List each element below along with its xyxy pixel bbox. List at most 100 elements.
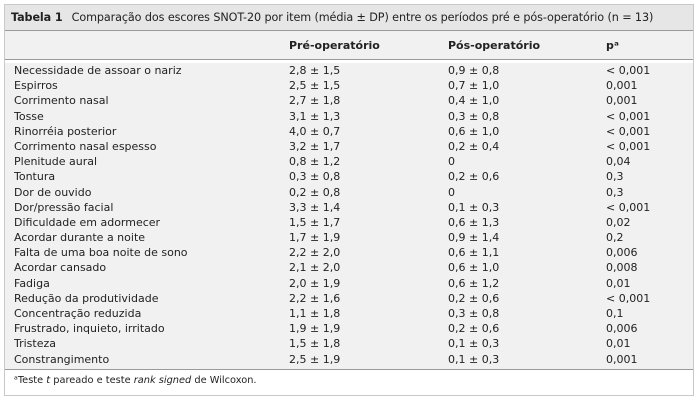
cell-pos-operatorio: 0,6 ± 1,0 — [448, 124, 500, 138]
cell-item: Necessidade de assoar o nariz — [14, 64, 182, 77]
cell-p-value: 0,02 — [606, 215, 631, 229]
table-label: Tabela 1 — [11, 11, 63, 24]
table-row: Dor de ouvido 0,2 ± 0,8 0 0,3 — [5, 185, 693, 200]
footnote-text-2: pareado e teste — [50, 375, 134, 386]
cell-p-value: < 0,001 — [606, 139, 651, 153]
cell-item: Corrimento nasal — [14, 94, 109, 108]
cell-pos-operatorio: 0,4 ± 1,0 — [448, 94, 500, 108]
cell-pre-operatorio: 0,2 ± 0,8 — [289, 185, 341, 199]
cell-pre-operatorio: 2,2 ± 2,0 — [289, 246, 341, 260]
table-footnote: ᵃTeste t pareado e teste rank signed de … — [5, 369, 693, 395]
cell-pre-operatorio: 2,7 ± 1,8 — [289, 94, 341, 108]
cell-item: Constrangimento — [14, 352, 110, 366]
cell-item: Tosse — [14, 109, 44, 123]
table-title-bar: Tabela 1 Comparação dos escores SNOT-20 … — [5, 5, 693, 30]
table-row: Frustrado, inquieto, irritado 1,9 ± 1,9 0,… — [5, 321, 693, 336]
table-row: Rinorréia posterior 4,0 ± 0,7 0,6 ± 1,0 < 0… — [5, 124, 693, 139]
footnote-text-1: Teste — [17, 375, 47, 386]
footnote-rank-signed: rank signed — [133, 375, 192, 386]
cell-pre-operatorio: 0,8 ± 1,2 — [289, 155, 341, 169]
cell-pos-operatorio: 0,9 ± 0,8 — [448, 64, 500, 77]
cell-pos-operatorio: 0,2 ± 0,4 — [448, 139, 500, 153]
cell-pos-operatorio: 0,1 ± 0,3 — [448, 200, 500, 214]
cell-pre-operatorio: 2,8 ± 1,5 — [289, 64, 341, 77]
table-caption: Comparação dos escores SNOT-20 por item … — [71, 11, 654, 24]
cell-p-value: 0,001 — [606, 79, 638, 93]
cell-item: Acordar durante a noite — [14, 231, 146, 245]
cell-pos-operatorio: 0,6 ± 1,0 — [448, 261, 500, 275]
cell-pre-operatorio: 1,5 ± 1,8 — [289, 337, 341, 351]
cell-pos-operatorio: 0,6 ± 1,1 — [448, 246, 500, 260]
cell-p-value: 0,04 — [606, 155, 631, 169]
cell-p-value: < 0,001 — [606, 124, 651, 138]
cell-pos-operatorio: 0 — [448, 155, 455, 169]
cell-pre-operatorio: 3,3 ± 1,4 — [289, 200, 341, 214]
cell-p-value: < 0,001 — [606, 291, 651, 305]
header-pre-operatorio: Pré-operatório — [289, 39, 380, 52]
table-row: Dor/pressão facial 3,3 ± 1,4 0,1 ± 0,3 < 0,… — [5, 200, 693, 215]
cell-pre-operatorio: 3,1 ± 1,3 — [289, 109, 341, 123]
table-row: Necessidade de assoar o nariz 2,8 ± 1,5 0,… — [5, 63, 693, 78]
cell-item: Redução da produtividade — [14, 291, 159, 305]
footnote-text-3: de Wilcoxon. — [191, 375, 257, 386]
table-row: Concentração reduzida 1,1 ± 1,8 0,3 ± 0,8 0… — [5, 306, 693, 321]
header-p-value: pᵃ — [606, 39, 619, 52]
cell-pre-operatorio: 2,0 ± 1,9 — [289, 276, 341, 290]
table-row: Corrimento nasal espesso 3,2 ± 1,7 0,2 ± 0… — [5, 139, 693, 154]
table-row: Tosse 3,1 ± 1,3 0,3 ± 0,8 < 0,001 — [5, 109, 693, 124]
cell-pos-operatorio: 0,7 ± 1,0 — [448, 79, 500, 93]
cell-pre-operatorio: 4,0 ± 0,7 — [289, 124, 341, 138]
cell-item: Dificuldade em adormecer — [14, 215, 161, 229]
cell-p-value: 0,01 — [606, 276, 631, 290]
cell-item: Concentração reduzida — [14, 307, 142, 320]
cell-pos-operatorio: 0,6 ± 1,3 — [448, 215, 500, 229]
table-row: Tristeza 1,5 ± 1,8 0,1 ± 0,3 0,01 — [5, 336, 693, 351]
cell-p-value: 0,008 — [606, 261, 638, 275]
table-row: Plenitude aural 0,8 ± 1,2 0 0,04 — [5, 154, 693, 169]
cell-item: Corrimento nasal espesso — [14, 139, 157, 153]
table-row: Acordar cansado 2,1 ± 2,0 0,6 ± 1,0 0,008 — [5, 260, 693, 275]
cell-item: Dor/pressão facial — [14, 200, 114, 214]
cell-pre-operatorio: 2,5 ± 1,5 — [289, 79, 341, 93]
cell-pos-operatorio: 0,2 ± 0,6 — [448, 322, 500, 336]
cell-item: Falta de uma boa noite de sono — [14, 246, 188, 260]
cell-p-value: 0,2 — [606, 231, 624, 245]
cell-item: Espirros — [14, 79, 58, 93]
table-row: Tontura 0,3 ± 0,8 0,2 ± 0,6 0,3 — [5, 169, 693, 184]
table-row: Espirros 2,5 ± 1,5 0,7 ± 1,0 0,001 — [5, 78, 693, 93]
cell-pos-operatorio: 0,6 ± 1,2 — [448, 276, 500, 290]
table-row: Dificuldade em adormecer 1,5 ± 1,7 0,6 ± 1… — [5, 215, 693, 230]
cell-p-value: 0,001 — [606, 94, 638, 108]
cell-pos-operatorio: 0,2 ± 0,6 — [448, 170, 500, 184]
cell-pos-operatorio: 0,1 ± 0,3 — [448, 337, 500, 351]
cell-item: Dor de ouvido — [14, 185, 92, 199]
table-body: Necessidade de assoar o nariz 2,8 ± 1,5 0,… — [5, 63, 693, 369]
cell-pre-operatorio: 1,1 ± 1,8 — [289, 307, 341, 320]
footnote-t-symbol: t — [46, 375, 51, 386]
table-header-row: Pré-operatório Pós-operatório pᵃ — [5, 30, 693, 60]
cell-p-value: < 0,001 — [606, 64, 651, 77]
cell-pos-operatorio: 0,1 ± 0,3 — [448, 352, 500, 366]
cell-pre-operatorio: 2,2 ± 1,6 — [289, 291, 341, 305]
cell-p-value: 0,006 — [606, 246, 638, 260]
cell-item: Tontura — [14, 170, 56, 184]
cell-pos-operatorio: 0 — [448, 185, 455, 199]
cell-pos-operatorio: 0,9 ± 1,4 — [448, 231, 500, 245]
table-row: Constrangimento 2,5 ± 1,9 0,1 ± 0,3 0,001 — [5, 352, 693, 367]
cell-pre-operatorio: 2,5 ± 1,9 — [289, 352, 341, 366]
footnote-marker: ᵃ — [14, 375, 18, 386]
cell-item: Frustrado, inquieto, irritado — [14, 322, 165, 336]
cell-pre-operatorio: 1,9 ± 1,9 — [289, 322, 341, 336]
header-pos-operatorio: Pós-operatório — [448, 39, 541, 52]
cell-p-value: < 0,001 — [606, 109, 651, 123]
table-row: Falta de uma boa noite de sono 2,2 ± 2,0 0… — [5, 245, 693, 260]
cell-item: Tristeza — [14, 337, 57, 351]
table-row: Corrimento nasal 2,7 ± 1,8 0,4 ± 1,0 0,001 — [5, 93, 693, 108]
table-frame — [4, 4, 694, 396]
cell-item: Plenitude aural — [14, 155, 98, 169]
cell-p-value: 0,01 — [606, 337, 631, 351]
cell-pre-operatorio: 1,7 ± 1,9 — [289, 231, 341, 245]
cell-item: Fadiga — [14, 276, 50, 290]
cell-p-value: 0,1 — [606, 307, 624, 320]
cell-pre-operatorio: 2,1 ± 2,0 — [289, 261, 341, 275]
